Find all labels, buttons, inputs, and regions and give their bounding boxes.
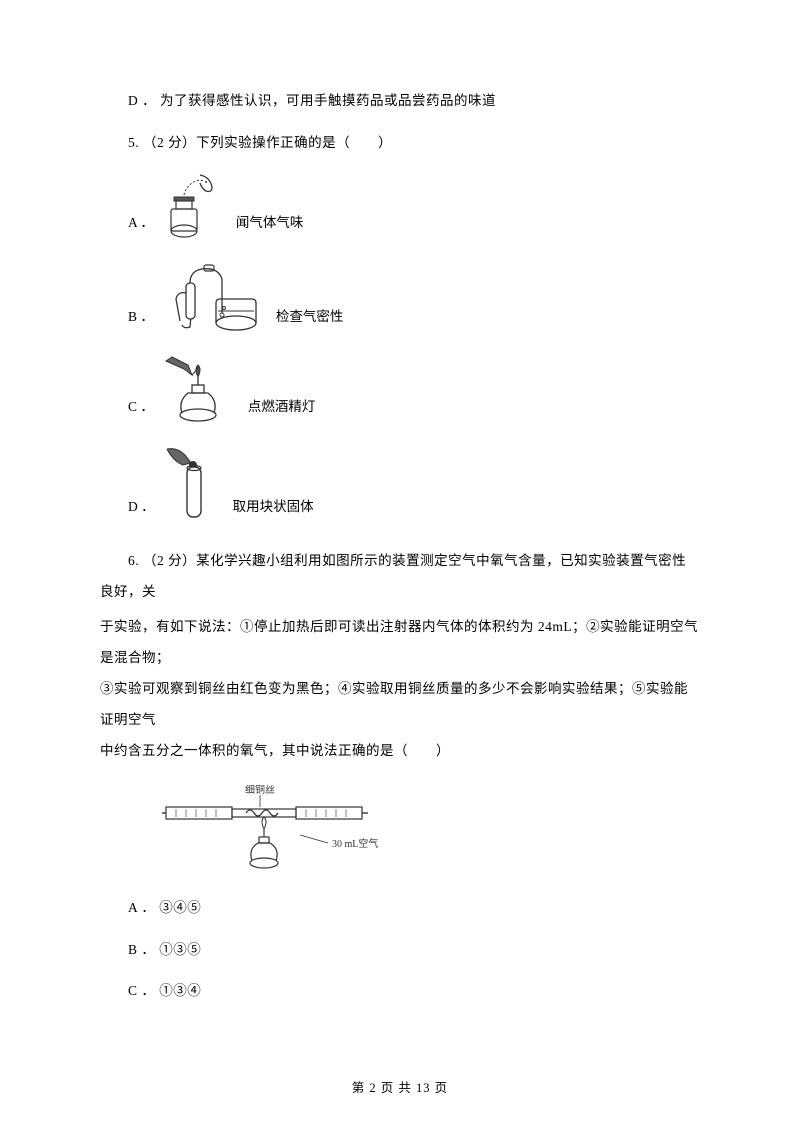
q5-option-d: D ． 取用块状固体: [100, 445, 700, 523]
q5-c-diagram: [162, 355, 234, 423]
q5-a-label: A ．: [128, 212, 154, 240]
q5-b-label: B ．: [128, 306, 154, 334]
q5-a-caption: 闻气体气味: [236, 212, 304, 240]
q5-b-diagram: [162, 261, 262, 333]
q4-option-d: D ． 为了获得感性认识，可用手触摸药品或品尝药品的味道: [100, 90, 700, 112]
q5-d-caption: 取用块状固体: [233, 496, 314, 524]
q5-stem: 5. （2 分）下列实验操作正确的是（ ）: [100, 132, 700, 154]
q6-stem-line3: ③实验可观察到铜丝由红色变为黑色；④实验取用铜丝质量的多少不会影响实验结果；⑤实…: [100, 673, 700, 735]
q5-option-c: C ． 点燃酒精灯: [100, 355, 700, 423]
light-lamp-icon: [162, 355, 234, 423]
q6-option-c: C ． ①③④: [100, 980, 700, 1002]
q6-stem-line4: 中约含五分之一体积的氧气，其中说法正确的是（ ）: [100, 735, 700, 766]
air-volume-label: 30 mL空气: [332, 837, 378, 850]
q6-stem-line1: 6. （2 分）某化学兴趣小组利用如图所示的装置测定空气中氧气含量，已知实验装置…: [100, 545, 700, 607]
q6-option-a: A ． ③④⑤: [100, 897, 700, 919]
smell-gas-icon: [162, 173, 222, 239]
airtight-check-icon: [162, 261, 262, 333]
page-content: D ． 为了获得感性认识，可用手触摸药品或品尝药品的味道 5. （2 分）下列实…: [0, 0, 800, 1082]
take-solid-icon: [163, 445, 219, 523]
q6-stem-line2: 于实验，有如下说法：①停止加热后即可读出注射器内气体的体积约为 24mL；②实验…: [100, 611, 700, 673]
q6-diagram: 细铜丝: [160, 785, 700, 880]
q5-option-b: B ． 检查气密性: [100, 261, 700, 333]
oxygen-apparatus-icon: 细铜丝: [160, 785, 380, 873]
q5-b-caption: 检查气密性: [276, 306, 344, 334]
q5-a-diagram: [162, 173, 222, 239]
q6-option-b: B ． ①③⑤: [100, 939, 700, 961]
q5-option-a: A ． 闻气体气味: [100, 173, 700, 239]
copper-wire-label: 细铜丝: [245, 785, 275, 796]
q5-d-label: D ．: [128, 496, 155, 524]
q5-c-caption: 点燃酒精灯: [248, 396, 316, 424]
page-footer: 第 2 页 共 13 页: [0, 1077, 800, 1096]
q5-d-diagram: [163, 445, 219, 523]
q5-c-label: C ．: [128, 396, 154, 424]
